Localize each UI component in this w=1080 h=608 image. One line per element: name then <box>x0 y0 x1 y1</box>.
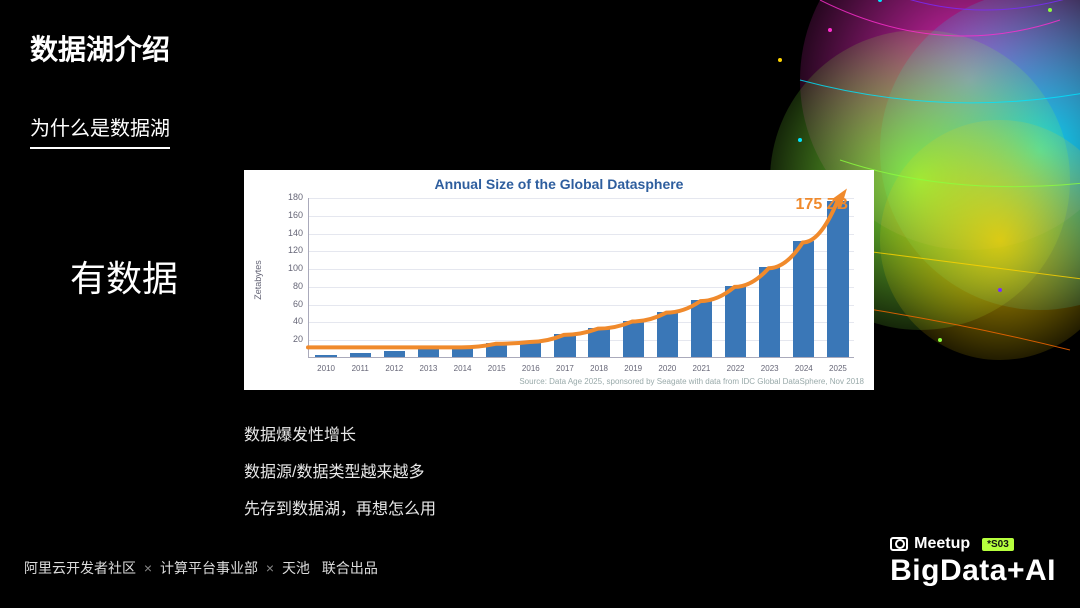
chart-xtick: 2010 <box>317 364 335 373</box>
chart-xtick: 2013 <box>420 364 438 373</box>
brand-meetup-label: Meetup <box>914 535 970 553</box>
chart-ylabel: Zetabytes <box>253 260 263 300</box>
chart-xtick: 2019 <box>624 364 642 373</box>
footer-part: 阿里云开发者社区 <box>24 560 136 576</box>
chart-title: Annual Size of the Global Datasphere <box>244 170 874 192</box>
chart-xtick: 2023 <box>761 364 779 373</box>
chart-source: Source: Data Age 2025, sponsored by Seag… <box>519 377 864 386</box>
footer-sep: × <box>144 560 152 576</box>
chart-xtick: 2012 <box>385 364 403 373</box>
footer-part: 天池 <box>282 560 310 576</box>
chart-ytick: 140 <box>273 228 303 238</box>
chart-callout: 175 ZB <box>796 196 848 214</box>
body-label: 有数据 <box>70 250 178 302</box>
chart-ytick: 180 <box>273 192 303 202</box>
camera-icon <box>890 537 908 551</box>
brand-block: Meetup *S03 BigData+AI <box>890 535 1056 588</box>
chart-xtick: 2017 <box>556 364 574 373</box>
chart-xtick: 2014 <box>454 364 472 373</box>
bullet-list: 数据爆发性增长 数据源/数据类型越来越多 先存到数据湖，再想怎么用 <box>244 418 436 528</box>
chart-xtick: 2021 <box>693 364 711 373</box>
chart-ytick: 40 <box>273 316 303 326</box>
chart-xtick: 2011 <box>352 364 369 373</box>
chart-xtick: 2016 <box>522 364 540 373</box>
chart-trend-line <box>308 198 854 358</box>
chart-ytick: 100 <box>273 263 303 273</box>
footer-tail: 联合出品 <box>322 560 378 576</box>
chart-xtick: 2025 <box>829 364 847 373</box>
chart-xtick: 2015 <box>488 364 506 373</box>
brand-badge: *S03 <box>982 538 1014 551</box>
chart-xtick: 2020 <box>658 364 676 373</box>
slide-footer: 阿里云开发者社区 × 计算平台事业部 × 天池 联合出品 <box>24 558 378 578</box>
chart-ytick: 120 <box>273 245 303 255</box>
chart-ytick: 20 <box>273 334 303 344</box>
slide-subtitle: 为什么是数据湖 <box>30 112 170 149</box>
footer-part: 计算平台事业部 <box>160 560 258 576</box>
brand-main: BigData+AI <box>890 554 1056 588</box>
footer-sep: × <box>266 560 274 576</box>
bullet-item: 数据源/数据类型越来越多 <box>244 455 436 492</box>
bullet-item: 先存到数据湖，再想怎么用 <box>244 492 436 529</box>
chart-xtick: 2024 <box>795 364 813 373</box>
bullet-item: 数据爆发性增长 <box>244 418 436 455</box>
chart-xtick: 2018 <box>590 364 608 373</box>
datasphere-chart: Annual Size of the Global Datasphere Zet… <box>244 170 874 390</box>
chart-ytick: 160 <box>273 210 303 220</box>
chart-ytick: 60 <box>273 299 303 309</box>
slide-title: 数据湖介绍 <box>30 28 170 68</box>
chart-ytick: 80 <box>273 281 303 291</box>
chart-xtick: 2022 <box>727 364 745 373</box>
